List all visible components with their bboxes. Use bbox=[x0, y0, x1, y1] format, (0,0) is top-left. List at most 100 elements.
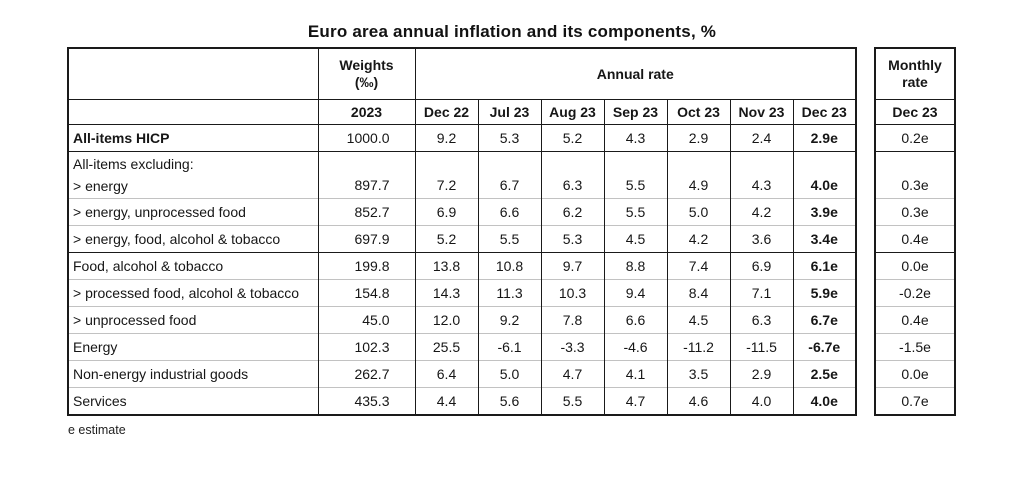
cell-annual: 4.6 bbox=[666, 387, 731, 415]
cell-annual-estimate: 2.5e bbox=[792, 360, 857, 388]
cell-weight: 102.3 bbox=[317, 333, 416, 361]
cell-annual: 6.4 bbox=[414, 360, 479, 388]
cell-annual: 4.2 bbox=[666, 225, 731, 253]
cell-annual: 6.2 bbox=[540, 198, 605, 226]
cell-annual: 4.1 bbox=[603, 360, 668, 388]
monthly-col-header-dec23: Dec 23 bbox=[875, 99, 955, 125]
row-label: Energy bbox=[67, 333, 319, 361]
cell-annual: 5.0 bbox=[666, 198, 731, 226]
cell-annual: 6.3 bbox=[540, 151, 605, 199]
cell-annual: 10.8 bbox=[477, 252, 542, 280]
table-row-excluding-energy: All-items excluding: > energy 897.7 7.2 … bbox=[67, 151, 857, 199]
col-header-jul23: Jul 23 bbox=[477, 99, 542, 125]
cell-annual-estimate: 4.0e bbox=[792, 387, 857, 415]
cell-monthly: 0.0e bbox=[875, 252, 955, 280]
cell-annual: 12.0 bbox=[414, 306, 479, 334]
cell-monthly: 0.3e bbox=[875, 198, 955, 226]
cell-annual: -6.1 bbox=[477, 333, 542, 361]
monthly-rate-label-line1: Monthly bbox=[888, 57, 942, 73]
cell-annual-estimate: -6.7e bbox=[792, 333, 857, 361]
cell-annual-estimate: 3.9e bbox=[792, 198, 857, 226]
cell-annual: 11.3 bbox=[477, 279, 542, 307]
monthly-row: 0.4e bbox=[875, 225, 955, 253]
cell-annual: 4.3 bbox=[729, 151, 794, 199]
cell-annual: 8.8 bbox=[603, 252, 668, 280]
empty-cell bbox=[67, 99, 319, 125]
cell-annual: 5.0 bbox=[477, 360, 542, 388]
table-row-energy: Energy 102.3 25.5 -6.1 -3.3 -4.6 -11.2 -… bbox=[67, 333, 857, 361]
cell-annual: 3.5 bbox=[666, 360, 731, 388]
cell-annual: 5.5 bbox=[603, 151, 668, 199]
cell-weight: 154.8 bbox=[317, 279, 416, 307]
monthly-row: -1.5e bbox=[875, 333, 955, 361]
cell-monthly: 0.4e bbox=[875, 306, 955, 334]
cell-weight: 45.0 bbox=[317, 306, 416, 334]
cell-monthly: -1.5e bbox=[875, 333, 955, 361]
monthly-rate-label-line2: rate bbox=[902, 74, 928, 90]
cell-weight: 1000.0 bbox=[317, 124, 416, 152]
cell-annual-estimate: 6.7e bbox=[792, 306, 857, 334]
annual-inflation-table: Weights (‰) Annual rate 2023 Dec 22 Jul … bbox=[67, 47, 857, 416]
cell-annual: 5.5 bbox=[540, 387, 605, 415]
cell-annual: 4.5 bbox=[666, 306, 731, 334]
cell-annual: 5.2 bbox=[414, 225, 479, 253]
cell-annual: 6.7 bbox=[477, 151, 542, 199]
cell-annual-estimate: 4.0e bbox=[792, 151, 857, 199]
monthly-header-row: Monthly rate bbox=[875, 48, 955, 100]
cell-annual-estimate: 6.1e bbox=[792, 252, 857, 280]
row-label-cell: All-items excluding: > energy bbox=[67, 151, 319, 199]
monthly-row: 0.0e bbox=[875, 360, 955, 388]
row-label: Food, alcohol & tobacco bbox=[67, 252, 319, 280]
monthly-row: 0.3e bbox=[875, 151, 955, 199]
cell-annual: 5.5 bbox=[603, 198, 668, 226]
cell-monthly: 0.3e bbox=[875, 151, 955, 199]
row-label: Non-energy industrial goods bbox=[67, 360, 319, 388]
header-row-periods: 2023 Dec 22 Jul 23 Aug 23 Sep 23 Oct 23 … bbox=[67, 99, 857, 125]
cell-annual-estimate: 3.4e bbox=[792, 225, 857, 253]
monthly-row: -0.2e bbox=[875, 279, 955, 307]
cell-weight: 852.7 bbox=[317, 198, 416, 226]
row-label: > unprocessed food bbox=[67, 306, 319, 334]
cell-annual: 25.5 bbox=[414, 333, 479, 361]
cell-annual: 4.2 bbox=[729, 198, 794, 226]
cell-annual: 9.7 bbox=[540, 252, 605, 280]
table-row-unprocessed-food: > unprocessed food 45.0 12.0 9.2 7.8 6.6… bbox=[67, 306, 857, 334]
cell-annual: 4.3 bbox=[603, 124, 668, 152]
cell-annual: 5.3 bbox=[540, 225, 605, 253]
cell-annual: 6.6 bbox=[477, 198, 542, 226]
footnote-estimate: e estimate bbox=[68, 423, 126, 437]
cell-annual-estimate: 5.9e bbox=[792, 279, 857, 307]
cell-annual: 4.5 bbox=[603, 225, 668, 253]
monthly-row: 0.0e bbox=[875, 252, 955, 280]
monthly-rate-header: Monthly rate bbox=[875, 48, 955, 100]
monthly-period-row: Dec 23 bbox=[875, 99, 955, 125]
cell-annual: 5.6 bbox=[477, 387, 542, 415]
cell-weight: 262.7 bbox=[317, 360, 416, 388]
weights-header: Weights (‰) bbox=[317, 48, 416, 100]
cell-weight: 697.9 bbox=[317, 225, 416, 253]
row-label: > energy bbox=[73, 178, 128, 194]
weights-unit: (‰) bbox=[354, 74, 379, 90]
cell-annual: 7.1 bbox=[729, 279, 794, 307]
cell-annual: 4.9 bbox=[666, 151, 731, 199]
cell-annual: -11.5 bbox=[729, 333, 794, 361]
cell-annual-estimate: 2.9e bbox=[792, 124, 857, 152]
tables-container: Weights (‰) Annual rate 2023 Dec 22 Jul … bbox=[67, 47, 956, 416]
cell-annual: 2.9 bbox=[729, 360, 794, 388]
table-row-non-energy-industrial-goods: Non-energy industrial goods 262.7 6.4 5.… bbox=[67, 360, 857, 388]
cell-weight: 435.3 bbox=[317, 387, 416, 415]
cell-annual: 6.9 bbox=[414, 198, 479, 226]
table-row-excluding-energy-food: > energy, food, alcohol & tobacco 697.9 … bbox=[67, 225, 857, 253]
cell-annual: 6.9 bbox=[729, 252, 794, 280]
cell-annual: 7.4 bbox=[666, 252, 731, 280]
row-label: > processed food, alcohol & tobacco bbox=[67, 279, 319, 307]
cell-monthly: 0.7e bbox=[875, 387, 955, 415]
table-row-all-items-hicp: All-items HICP 1000.0 9.2 5.3 5.2 4.3 2.… bbox=[67, 124, 857, 152]
row-label: Services bbox=[67, 387, 319, 415]
page-title: Euro area annual inflation and its compo… bbox=[307, 22, 717, 41]
cell-annual: 9.4 bbox=[603, 279, 668, 307]
row-label: > energy, food, alcohol & tobacco bbox=[67, 225, 319, 253]
cell-annual: 7.8 bbox=[540, 306, 605, 334]
weights-label: Weights bbox=[339, 57, 394, 73]
cell-annual: 9.2 bbox=[477, 306, 542, 334]
